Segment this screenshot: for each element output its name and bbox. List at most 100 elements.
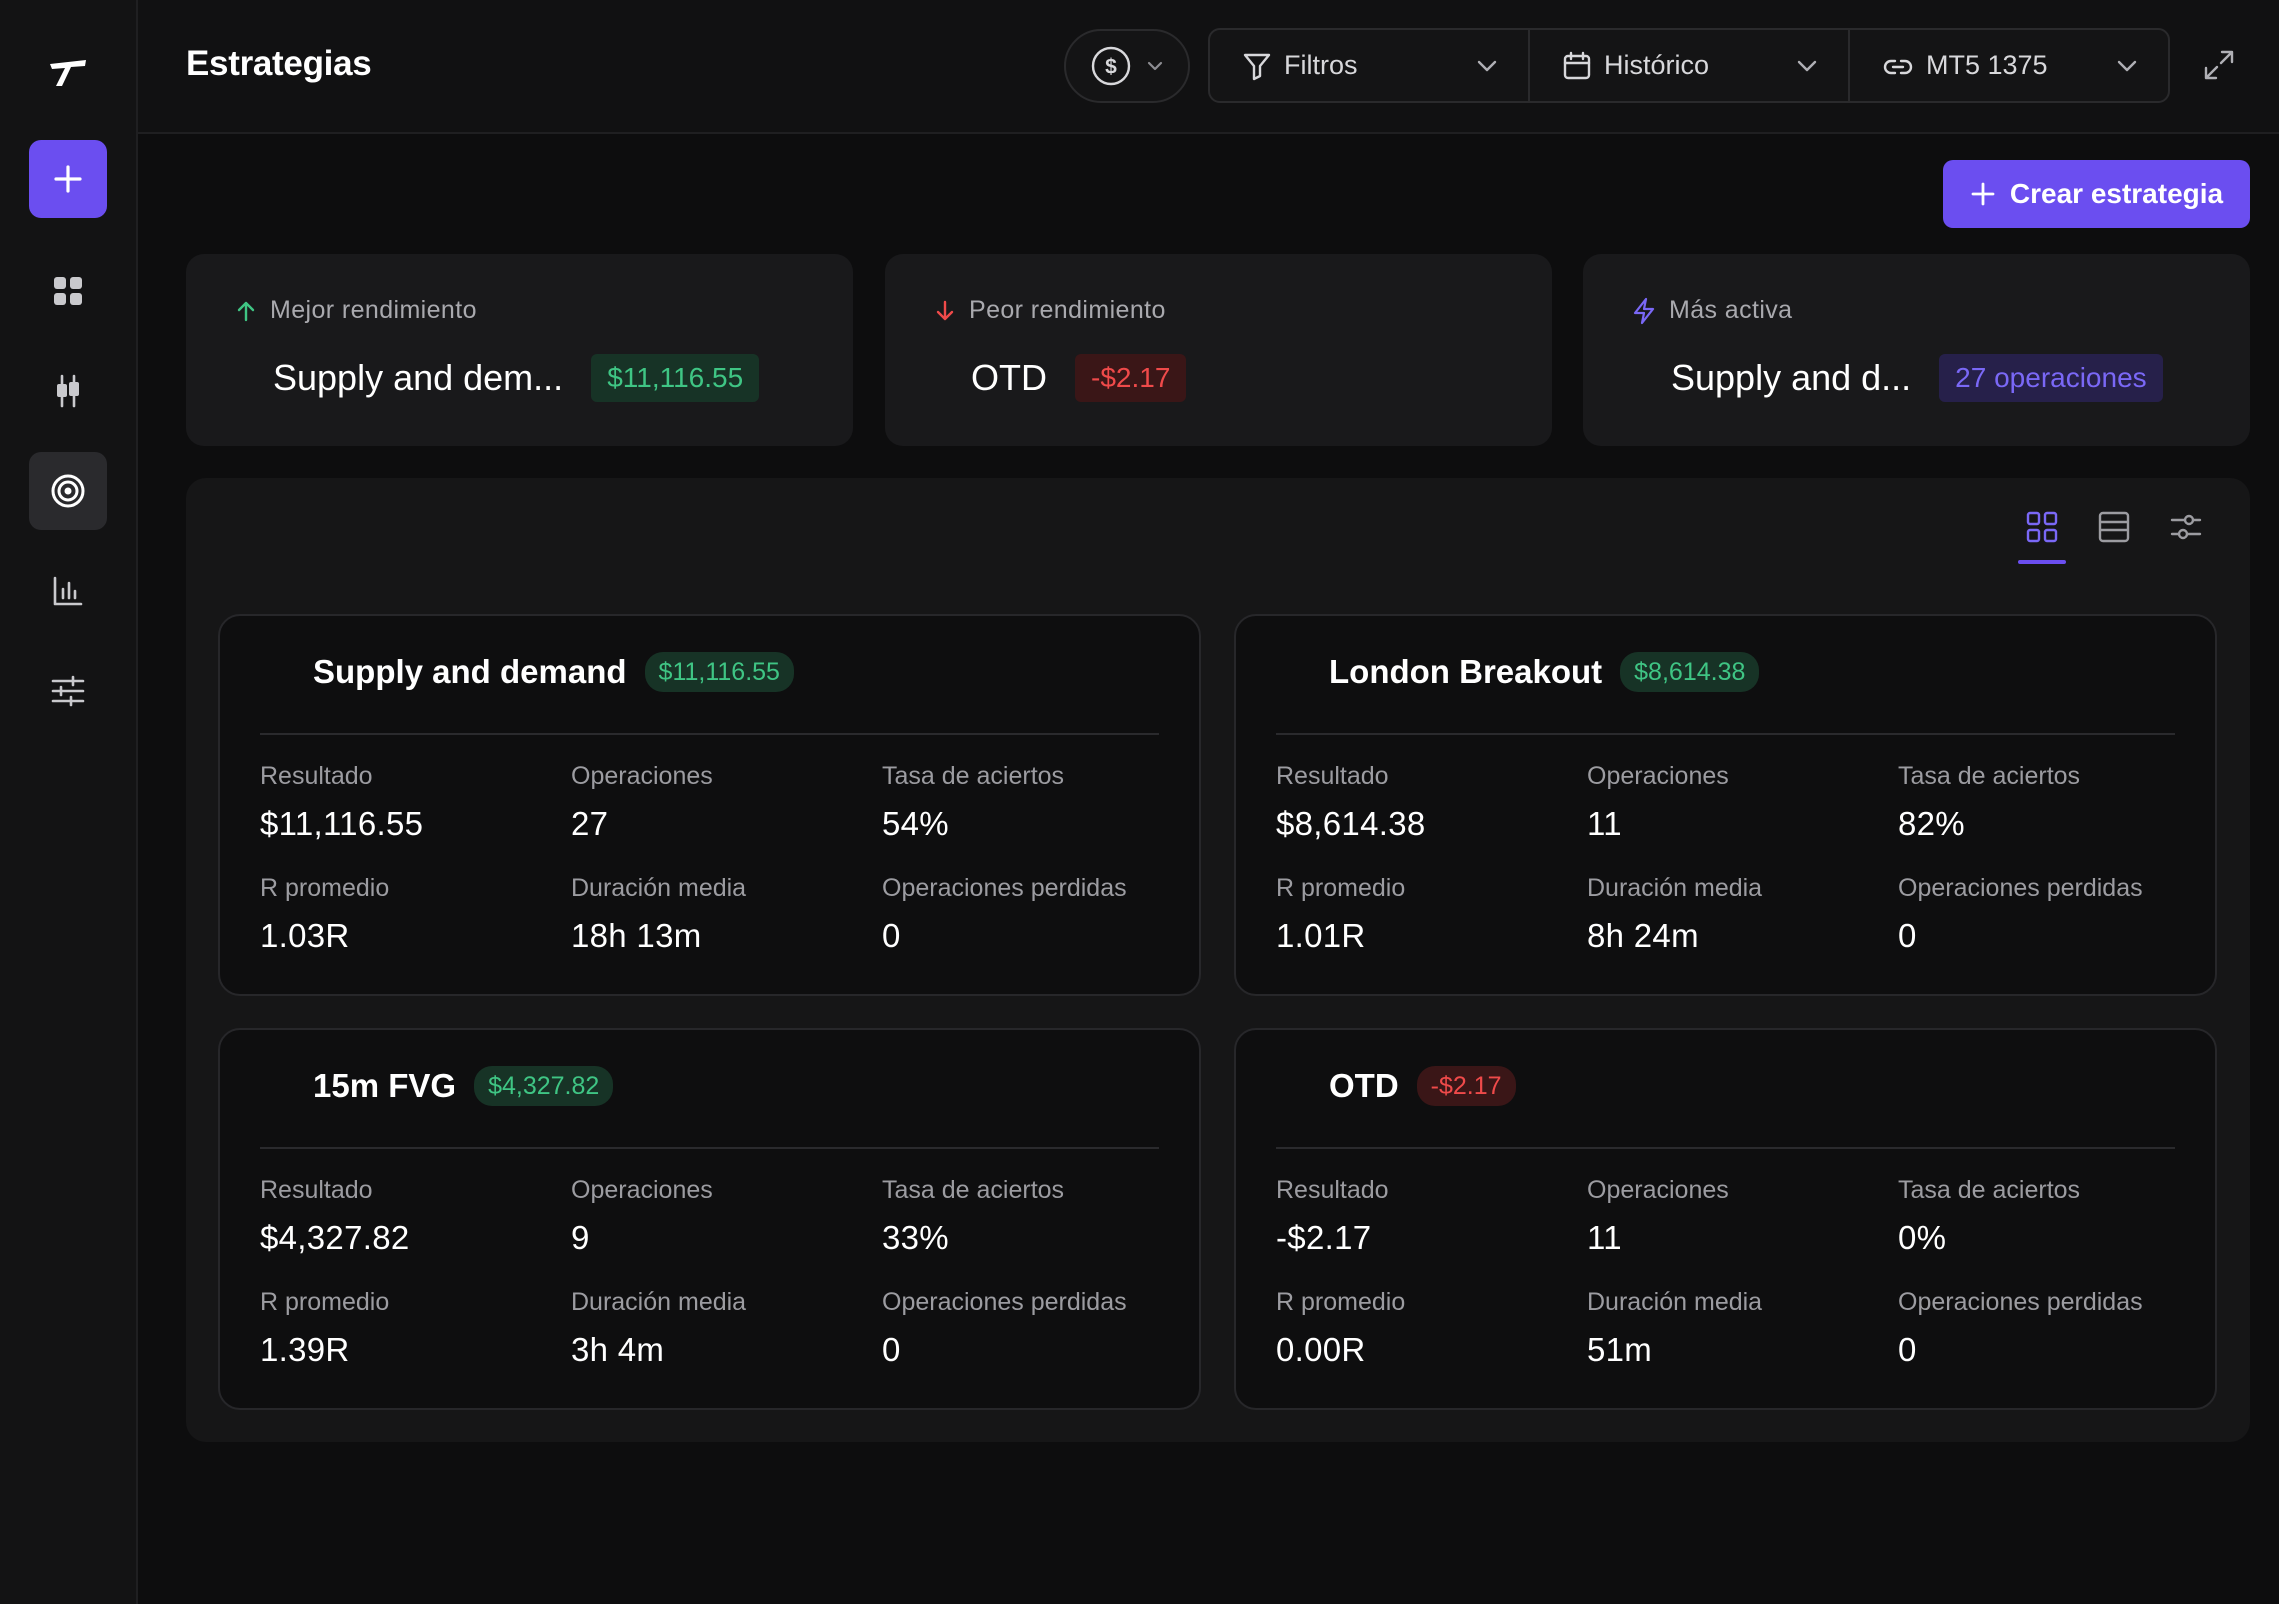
strategy-badge: $4,327.82 <box>474 1066 614 1106</box>
filters-dropdown[interactable]: Filtros <box>1210 30 1530 101</box>
stat-value: 0 <box>1898 1331 1917 1368</box>
stat-value: 11 <box>1587 1219 1622 1256</box>
stat-result: Resultado $4,327.82 <box>260 1176 410 1257</box>
highlight-name: Supply and d... <box>1671 357 1912 398</box>
stat-value: 0 <box>1898 917 1917 954</box>
candlestick-icon <box>57 374 79 408</box>
stat-value: 51m <box>1587 1331 1653 1368</box>
sidebar-item-strategies[interactable] <box>29 452 107 530</box>
tab-settings-view[interactable] <box>2162 508 2210 564</box>
strategy-name: Supply and demand <box>313 653 627 690</box>
stat-label: Duración media <box>571 874 747 902</box>
stat-label: R promedio <box>260 1288 390 1316</box>
worst-performance-card[interactable]: Peor rendimiento OTD -$2.17 <box>885 254 1552 446</box>
strategy-card-header: Supply and demand $11,116.55 <box>313 652 794 692</box>
chevron-down-icon <box>2117 60 2137 71</box>
create-strategy-button[interactable]: Crear estrategia <box>1943 160 2250 228</box>
sidebar-item-trades[interactable] <box>29 352 107 430</box>
add-button[interactable] <box>29 140 107 218</box>
strategy-badge: -$2.17 <box>1416 1066 1516 1106</box>
list-view-icon <box>2098 511 2130 543</box>
stat-label: Operaciones perdidas <box>882 874 1127 902</box>
highlight-badge: 27 operaciones <box>1939 354 2163 402</box>
stat-value: 82% <box>1898 805 1965 842</box>
tab-list-view[interactable] <box>2090 508 2138 564</box>
currency-selector[interactable]: $ <box>1064 29 1190 103</box>
stat-label: Tasa de aciertos <box>882 762 1065 790</box>
arrow-down-icon <box>936 300 954 320</box>
stat-label: Tasa de aciertos <box>1898 762 2081 790</box>
divider <box>260 1147 1159 1149</box>
dollar-icon: $ <box>1091 46 1131 86</box>
stat-value: $11,116.55 <box>260 805 424 842</box>
stat-result: Resultado $11,116.55 <box>260 762 423 843</box>
stat-value: 0.00R <box>1276 1331 1366 1368</box>
calendar-icon <box>1563 51 1591 79</box>
strategy-card[interactable]: OTD -$2.17 Resultado -$2.17 Operaciones … <box>1234 1028 2217 1410</box>
stat-label: Resultado <box>1276 762 1389 790</box>
period-dropdown[interactable]: Histórico <box>1530 30 1850 101</box>
stat-value: 11 <box>1587 805 1622 842</box>
strategy-name: London Breakout <box>1329 653 1603 690</box>
stat-label: Resultado <box>1276 1176 1389 1204</box>
stat-label: Duración media <box>1587 874 1763 902</box>
sidebar-item-dashboard[interactable] <box>29 252 107 330</box>
settings-view-icon <box>2170 514 2202 540</box>
stat-lost-trades: Operaciones perdidas 0 <box>1898 1288 2143 1369</box>
stat-value: 1.01R <box>1276 917 1366 954</box>
strategy-card-header: OTD -$2.17 <box>1329 1066 1516 1106</box>
sidebar-item-settings[interactable] <box>29 652 107 730</box>
account-dropdown[interactable]: MT5 1375 <box>1850 30 2168 101</box>
stat-value: 33% <box>882 1219 949 1256</box>
strategy-card-header: London Breakout $8,614.38 <box>1329 652 1760 692</box>
expand-button[interactable] <box>2202 48 2236 87</box>
highlight-name: Supply and dem... <box>273 357 564 398</box>
stat-label: Operaciones <box>1587 762 1729 790</box>
stat-lost-trades: Operaciones perdidas 0 <box>882 1288 1127 1369</box>
stat-lost-trades: Operaciones perdidas 0 <box>882 874 1127 955</box>
filters-label: Filtros <box>1284 50 1358 80</box>
stat-label: R promedio <box>1276 874 1406 902</box>
stat-label: Operaciones perdidas <box>1898 874 2143 902</box>
stat-value: 0% <box>1898 1219 1947 1256</box>
stat-label: Operaciones <box>1587 1176 1729 1204</box>
stat-win-rate: Tasa de aciertos 0% <box>1898 1176 2080 1257</box>
stat-avg-r: R promedio 1.01R <box>1276 874 1405 955</box>
sidebar-item-reports[interactable] <box>29 552 107 630</box>
stat-value: 54% <box>882 805 949 842</box>
expand-icon <box>2204 50 2234 80</box>
best-performance-heading: Mejor rendimiento <box>234 296 477 325</box>
highlight-name: OTD <box>971 357 1047 398</box>
stat-trades: Operaciones 11 <box>1587 762 1729 843</box>
plus-icon <box>1971 182 1995 206</box>
view-switcher <box>2018 508 2210 564</box>
stat-trades: Operaciones 9 <box>571 1176 713 1257</box>
tab-grid-view[interactable] <box>2018 508 2066 564</box>
strategy-name: OTD <box>1329 1067 1399 1104</box>
stat-label: Tasa de aciertos <box>882 1176 1065 1204</box>
plus-icon <box>54 165 82 193</box>
stat-label: R promedio <box>260 874 390 902</box>
stat-win-rate: Tasa de aciertos 82% <box>1898 762 2080 843</box>
stat-avg-duration: Duración media 3h 4m <box>571 1288 746 1369</box>
strategy-card[interactable]: London Breakout $8,614.38 Resultado $8,6… <box>1234 614 2217 996</box>
bar-chart-icon <box>53 576 83 606</box>
logo-icon[interactable] <box>46 52 90 92</box>
strategy-card[interactable]: 15m FVG $4,327.82 Resultado $4,327.82 Op… <box>218 1028 1201 1410</box>
best-performance-body: Supply and dem... $11,116.55 <box>273 354 760 402</box>
stat-avg-r: R promedio 1.03R <box>260 874 389 955</box>
highlight-heading: Mejor rendimiento <box>270 296 477 324</box>
stat-label: Operaciones perdidas <box>882 1288 1127 1316</box>
best-performance-card[interactable]: Mejor rendimiento Supply and dem... $11,… <box>186 254 853 446</box>
stat-label: Duración media <box>571 1288 747 1316</box>
stat-label: R promedio <box>1276 1288 1406 1316</box>
stat-value: 3h 4m <box>571 1331 665 1368</box>
filter-icon <box>1243 53 1271 80</box>
worst-performance-body: OTD -$2.17 <box>971 354 1187 402</box>
stat-value: $4,327.82 <box>260 1219 410 1256</box>
stat-value: 9 <box>571 1219 590 1256</box>
stat-trades: Operaciones 27 <box>571 762 713 843</box>
most-active-card[interactable]: Más activa Supply and d... 27 operacione… <box>1583 254 2250 446</box>
strategy-card[interactable]: Supply and demand $11,116.55 Resultado $… <box>218 614 1201 996</box>
stat-win-rate: Tasa de aciertos 33% <box>882 1176 1064 1257</box>
